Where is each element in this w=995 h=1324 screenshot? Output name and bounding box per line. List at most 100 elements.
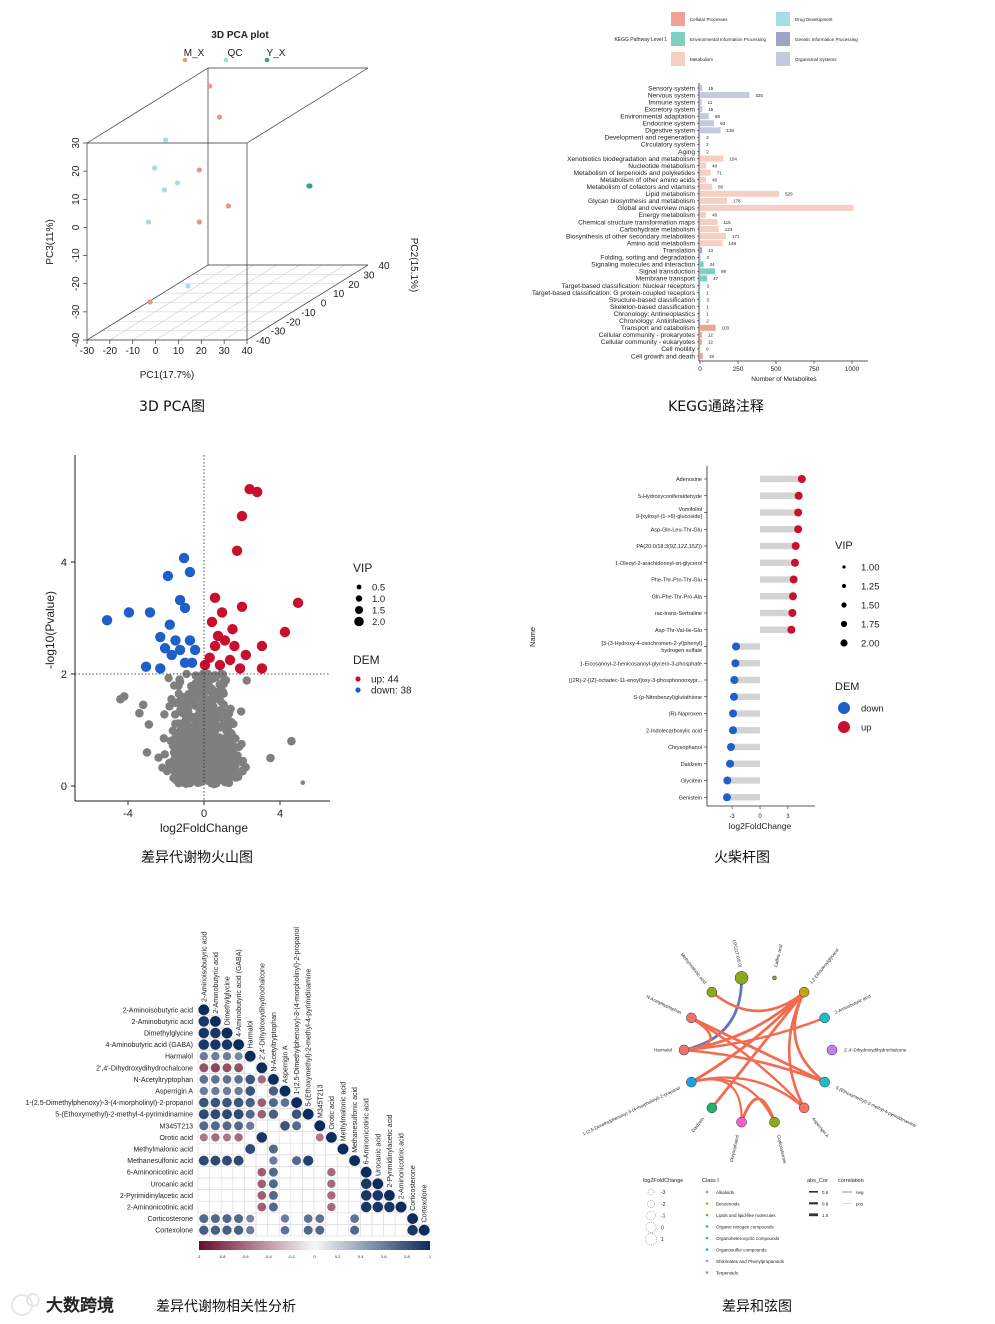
corr-cell <box>255 1142 268 1156</box>
corr-cell <box>220 1189 234 1202</box>
lollipop-stem <box>735 660 760 667</box>
kegg-bar-value: 40 <box>712 177 718 182</box>
caption-pca: 3D PCA图 <box>139 399 205 415</box>
volcano-point-ns <box>238 767 247 776</box>
pca-point-QC <box>185 283 191 289</box>
corr-cell <box>313 1166 326 1179</box>
kegg-bar <box>700 338 702 345</box>
colorbar-tick-label: -0.4 <box>265 1254 273 1259</box>
volcano-point-down <box>179 657 191 668</box>
volcano-point-ns <box>300 780 306 785</box>
kegg-bar-value: 24 <box>710 262 716 267</box>
corr-cell <box>290 1177 303 1190</box>
lollipop-stem <box>736 643 760 650</box>
corr-circle <box>256 1062 268 1074</box>
kegg-category-label: Skeleton-based classification <box>610 304 695 311</box>
lollipop-x-tick-label: 0 <box>758 814 762 820</box>
vip-size-dot <box>840 620 848 628</box>
chord-edge-pos <box>691 1076 805 1109</box>
abs-cor-swatch <box>809 1213 818 1217</box>
kegg-bar-value: 12 <box>708 340 714 345</box>
corr-cell <box>371 1212 384 1225</box>
corr-circle <box>210 1214 220 1224</box>
volcano-y-tick-label: 0 <box>61 781 67 793</box>
chord-node <box>798 986 810 998</box>
size-legend-label: -2 <box>661 1202 666 1208</box>
legend-swatch <box>776 12 790 26</box>
corr-cell <box>325 1154 338 1167</box>
vip-size-dot <box>356 584 362 590</box>
volcano-point-down <box>162 570 174 582</box>
volcano-point-ns <box>201 718 211 727</box>
pc2-tick-label: -40 <box>256 336 271 347</box>
corr-circle <box>257 1075 266 1084</box>
chord-node-label: Caffeic acid <box>773 943 783 967</box>
corr-circle <box>210 1121 220 1131</box>
chord-node-label: Harmalol <box>654 1048 672 1053</box>
kegg-category-label: Immune system <box>648 99 695 106</box>
corr-cell <box>278 1200 292 1214</box>
abs-cor-label: 0.6 <box>822 1190 829 1195</box>
volcano-point-ns <box>191 671 200 680</box>
corr-circle <box>198 1004 210 1016</box>
volcano-point-ns <box>236 707 246 716</box>
corr-circle <box>198 1039 210 1050</box>
pca-point-M_X <box>216 114 223 120</box>
lollipop-item-label: rac-trans-Sertraline <box>655 611 702 617</box>
corr-cell <box>302 1142 315 1156</box>
grid-line <box>201 264 323 341</box>
kegg-bar-value: 11 <box>708 100 713 105</box>
lollipop-stem <box>734 676 760 684</box>
lollipop-item-label: [(2R)-2-[(Z)-octadec-11-enoyl]oxy-3-phos… <box>569 678 702 684</box>
volcano-point-ns <box>216 759 225 768</box>
kegg-bar-value: 3 <box>706 297 709 302</box>
kegg-bar <box>700 85 703 91</box>
volcano-point-up <box>199 659 211 671</box>
corr-circle <box>268 1167 278 1177</box>
kegg-x-tick-label: 500 <box>771 366 782 373</box>
kegg-category-label: Folding, sorting and degradation <box>600 255 695 262</box>
corr-cell <box>244 1189 257 1202</box>
lollipop-item-label: Vomifoliol <box>678 507 702 513</box>
volcano-point-ns <box>226 704 235 714</box>
volcano-y-axis-title: -log10(Pvalue) <box>43 591 57 669</box>
kegg-bar-value: 123 <box>725 227 733 232</box>
lollipop-stem <box>760 542 796 550</box>
legend-dot <box>182 57 188 63</box>
corr-cell <box>244 1131 257 1144</box>
corr-circle <box>222 1097 232 1108</box>
chord-node-label: Chrysophanol <box>729 1134 740 1162</box>
volcano-plot: -4 0 4 0 2 4 log2FoldChange -log10(Pvalue) VIP0.… <box>43 455 412 835</box>
lollipop-stem <box>733 727 760 734</box>
lollipop-item-label: [3-(3-Hydroxy-4-oxochromen-2-yl)phenyl] <box>601 641 702 647</box>
vip-size-dot <box>840 639 848 647</box>
corr-row-label: Methanesulfonic acid <box>127 1158 193 1165</box>
size-legend-label: -1 <box>661 1214 666 1220</box>
corr-cell <box>325 1142 338 1156</box>
volcano-point-up <box>224 654 236 666</box>
corr-col-label: Methanesulfonic acid <box>352 1087 359 1153</box>
corr-cell <box>278 1142 292 1156</box>
volcano-point-up <box>206 616 218 628</box>
grid-line <box>178 264 300 341</box>
volcano-point-up <box>240 649 251 661</box>
correlation-label: neg <box>856 1190 864 1195</box>
corr-circle <box>268 1144 278 1154</box>
pc2-axis-title: PC2(15.1%) <box>408 238 419 292</box>
chord-node <box>686 1012 697 1024</box>
corr-circle <box>349 1155 360 1166</box>
lollipop-stem <box>727 777 760 784</box>
kegg-bar-value: 13 <box>708 248 714 253</box>
corr-circle <box>246 1226 255 1235</box>
corr-cell <box>278 1154 292 1167</box>
lollipop-stem <box>760 626 792 633</box>
kegg-category-label: Signal transduction <box>639 269 695 276</box>
volcano-point-ns <box>175 675 184 684</box>
corr-row-label: 2-Pyrimidinylacetic acid <box>120 1193 193 1200</box>
watermark-logo <box>11 1293 40 1316</box>
legend-label: QC <box>228 48 243 59</box>
corr-col-label: 6-Aminonicotinic acid <box>364 1098 371 1164</box>
lollipop-stem <box>760 509 799 516</box>
abs-cor-label: 1.0 <box>822 1213 829 1218</box>
corr-cell <box>220 1142 234 1156</box>
